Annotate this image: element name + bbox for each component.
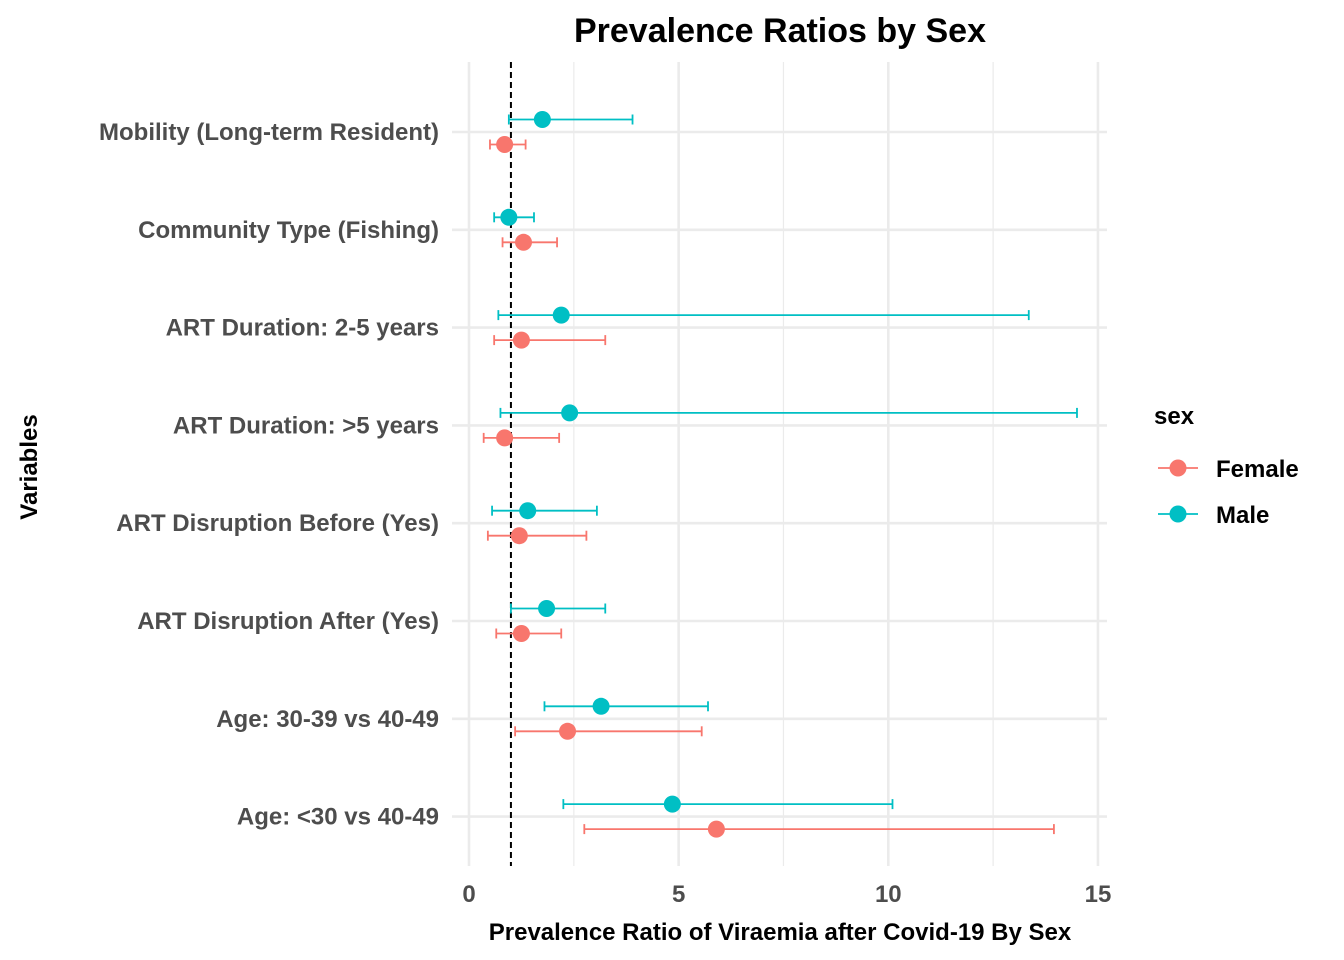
x-axis-title: Prevalence Ratio of Viraemia after Covid…: [489, 919, 1072, 946]
grid: [452, 62, 1107, 866]
point-male: [561, 404, 579, 422]
point-female: [510, 527, 528, 545]
x-tick-label: 0: [462, 881, 475, 908]
point-female: [512, 625, 530, 642]
legend-item-female: Female: [1158, 456, 1299, 483]
y-tick-label: Mobility (Long-term Resident): [99, 119, 439, 146]
error-bar-female: [486, 530, 588, 541]
x-tick-label: 5: [672, 881, 685, 908]
y-tick-label: ART Disruption After (Yes): [137, 608, 439, 635]
error-bar-male: [507, 114, 634, 125]
point-female: [707, 820, 725, 838]
error-bar-male: [499, 407, 1078, 418]
legend-title: sex: [1154, 403, 1195, 430]
y-axis-title: Variables: [16, 414, 43, 519]
legend-label: Male: [1216, 502, 1269, 529]
error-bar-male: [543, 701, 709, 712]
y-tick-label: Community Type (Fishing): [138, 217, 439, 244]
error-bar-male: [510, 603, 607, 614]
point-male: [552, 306, 570, 324]
point-male: [533, 111, 551, 128]
point-female: [496, 429, 514, 447]
error-bar-male: [497, 310, 1030, 321]
point-male: [500, 208, 518, 226]
y-tick-label: ART Disruption Before (Yes): [116, 510, 439, 537]
legend-item-male: Male: [1158, 502, 1269, 529]
legend-label: Female: [1216, 456, 1299, 483]
x-tick-labels: 0 5 10 15: [462, 881, 1111, 908]
error-bar-female: [493, 335, 607, 346]
point-female: [512, 331, 530, 349]
y-tick-label: Age: 30-39 vs 40-49: [216, 706, 439, 733]
point-male: [592, 697, 610, 715]
x-tick-label: 10: [875, 881, 902, 908]
point-male: [663, 795, 681, 813]
error-bar-female: [514, 726, 703, 737]
point-female: [496, 136, 514, 153]
legend: sex Female Male: [1154, 403, 1299, 529]
error-bar-male: [562, 799, 894, 810]
legend-key-point: [1169, 505, 1187, 523]
y-tick-labels: Mobility (Long-term Resident) Community T…: [99, 119, 439, 831]
data-marks: [482, 111, 1078, 838]
chart-title: Prevalence Ratios by Sex: [574, 12, 986, 50]
y-tick-label: ART Duration: >5 years: [173, 412, 439, 439]
point-male: [519, 502, 537, 520]
error-bar-male: [491, 505, 598, 516]
x-tick-label: 15: [1085, 881, 1112, 908]
y-tick-label: ART Duration: 2-5 years: [166, 315, 439, 342]
point-female: [515, 233, 533, 251]
point-female: [559, 722, 577, 740]
legend-key-point: [1169, 459, 1187, 477]
point-male: [538, 600, 556, 617]
error-bar-female: [482, 432, 561, 443]
y-tick-label: Age: <30 vs 40-49: [237, 804, 439, 831]
error-bar-female: [583, 824, 1055, 835]
